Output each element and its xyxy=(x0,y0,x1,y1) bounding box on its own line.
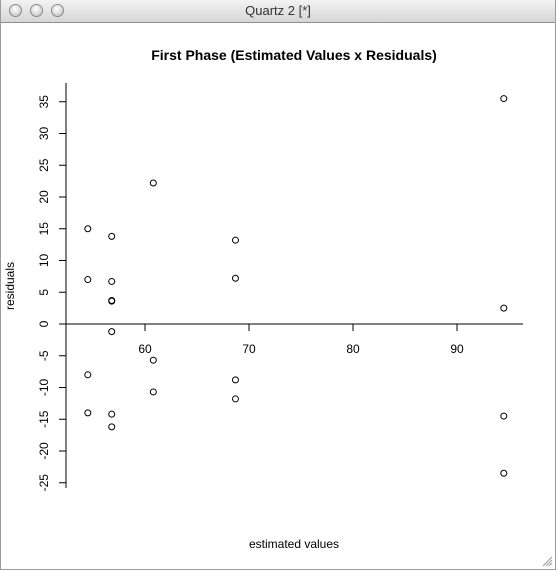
data-point xyxy=(108,232,116,240)
data-point xyxy=(149,388,157,396)
data-point xyxy=(108,328,116,336)
data-point xyxy=(108,297,116,305)
y-tick-label: -20 xyxy=(37,442,51,460)
data-point xyxy=(500,412,508,420)
data-point xyxy=(84,409,92,417)
data-point xyxy=(231,274,239,282)
y-tick-label: 5 xyxy=(37,289,51,296)
data-point xyxy=(231,236,239,244)
data-point xyxy=(84,276,92,284)
data-point xyxy=(108,423,116,431)
data-point xyxy=(108,410,116,418)
minimize-button[interactable] xyxy=(30,4,43,17)
y-tick-label: -15 xyxy=(37,410,51,428)
data-point xyxy=(231,395,239,403)
data-point xyxy=(231,376,239,384)
close-button[interactable] xyxy=(9,4,22,17)
data-point xyxy=(84,225,92,233)
chart-title: First Phase (Estimated Values x Residual… xyxy=(151,47,437,63)
data-point xyxy=(108,277,116,285)
x-axis-label: estimated values xyxy=(249,537,339,551)
data-point xyxy=(500,469,508,477)
y-axis-label: residuals xyxy=(3,262,17,310)
x-axis-ticks: 60 70 80 90 xyxy=(138,324,464,356)
y-tick-label: 30 xyxy=(37,127,51,141)
y-tick-label: 10 xyxy=(37,254,51,268)
data-point xyxy=(84,371,92,379)
x-tick-label: 60 xyxy=(138,342,152,356)
x-tick-label: 70 xyxy=(242,342,256,356)
resize-grip[interactable] xyxy=(542,556,553,567)
scatter-plot: First Phase (Estimated Values x Residual… xyxy=(3,47,523,551)
data-points xyxy=(84,95,508,477)
y-tick-label: 20 xyxy=(37,190,51,204)
y-tick-label: -5 xyxy=(37,350,51,361)
y-tick-label: 0 xyxy=(37,320,51,327)
x-tick-label: 80 xyxy=(346,342,360,356)
data-point xyxy=(149,179,157,187)
data-point xyxy=(500,95,508,103)
x-tick-label: 90 xyxy=(450,342,464,356)
window-title: Quartz 2 [*] xyxy=(245,3,311,18)
y-tick-label: 35 xyxy=(37,95,51,109)
y-tick-label: 25 xyxy=(37,158,51,172)
y-tick-label: -10 xyxy=(37,379,51,397)
data-point xyxy=(500,304,508,312)
y-tick-label: 15 xyxy=(37,222,51,236)
y-tick-label: -25 xyxy=(37,474,51,492)
y-axis-ticks: -25 -20 -15 -10 -5 0 5 10 15 20 25 30 35 xyxy=(37,95,66,492)
zoom-button[interactable] xyxy=(51,4,64,17)
data-point xyxy=(149,356,157,364)
title-bar[interactable]: Quartz 2 [*] xyxy=(1,0,555,23)
